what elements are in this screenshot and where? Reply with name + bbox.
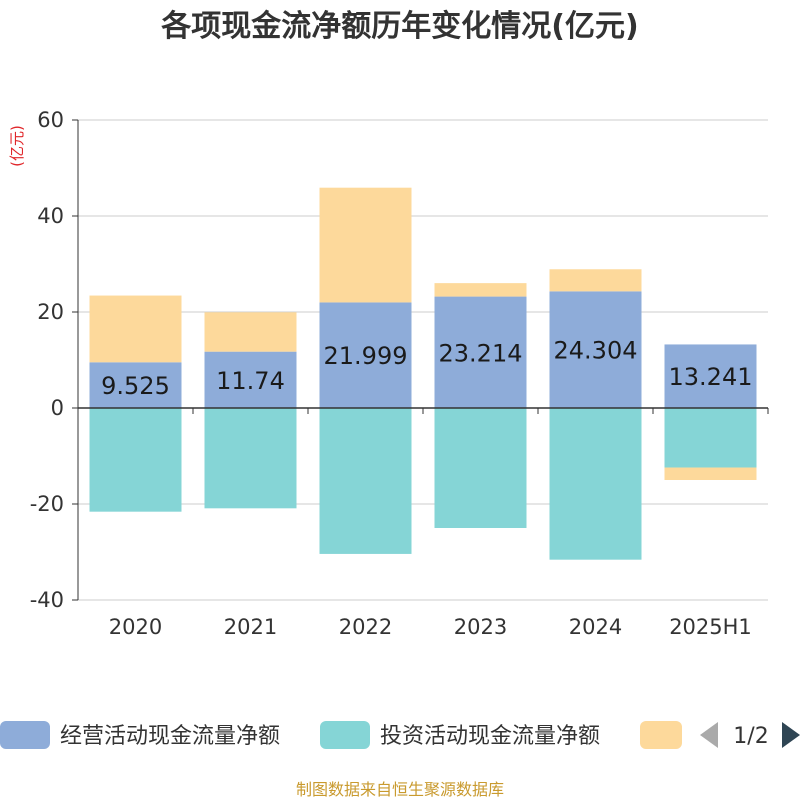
bar-series1-2024 [549,291,642,408]
y-tick-label: 60 [37,108,64,132]
legend-label: 经营活动现金流量净额 [60,724,280,749]
axes: 60 40 20 0 -20 -40 2020 2021 2022 2023 2024 2025H1 [30,108,769,639]
bar-series3-2024 [549,269,642,292]
bar-series3-2020 [89,295,182,363]
data-labels: 9.525 11.74 21.999 23.214 24.304 13.241 [101,337,752,400]
legend-label: 投资活动现金流量净额 [380,724,600,749]
data-label: 9.525 [101,372,170,400]
bar-series2-2023 [434,408,527,528]
data-label: 24.304 [554,337,638,365]
bar-series3-2022 [319,187,412,303]
pager-next-icon [782,722,800,748]
bar-series2-2022 [319,408,412,554]
x-tick-label: 2020 [109,615,162,639]
data-label: 21.999 [324,342,408,370]
bar-series2-2024 [549,408,642,560]
chart-title: 各项现金流净额历年变化情况(亿元) [160,9,638,44]
bar-series3-2021 [204,312,297,352]
legend-swatch [0,721,50,749]
x-tick-label: 2024 [569,615,622,639]
source-note: 制图数据来自恒生聚源数据库 [296,780,504,799]
bar-series3-2023 [434,283,527,297]
bars [89,187,757,560]
bar-series1-2020 [89,362,182,408]
y-tick-label: 0 [51,396,64,420]
y-tick-label: -40 [30,588,64,612]
legend: 经营活动现金流量净额 投资活动现金流量净额 1/2 [0,721,800,749]
y-tick-label: -20 [30,492,64,516]
bar-series2-2021 [204,408,297,509]
legend-page-indicator: 1/2 [733,724,768,749]
x-tick-label: 2022 [339,615,392,639]
data-label: 11.74 [216,367,285,395]
bar-series3-2025H1 [664,467,757,480]
bar-series2-2020 [89,408,182,512]
y-tick-label: 40 [37,204,64,228]
bar-series1-2025H1 [664,344,757,408]
y-tick-label: 20 [37,300,64,324]
bar-series1-2022 [319,302,412,408]
y-axis-unit-label: (亿元) [8,125,26,167]
pager-prev-icon [700,722,718,748]
legend-swatch [640,721,682,749]
x-tick-label: 2023 [454,615,507,639]
data-label: 23.214 [439,339,523,367]
x-tick-label: 2021 [224,615,277,639]
data-label: 13.241 [669,363,753,391]
bar-series1-2023 [434,296,527,408]
legend-swatch [320,721,370,749]
x-tick-label: 2025H1 [669,615,752,639]
bar-series2-2025H1 [664,408,757,468]
bar-series1-2021 [204,351,297,408]
